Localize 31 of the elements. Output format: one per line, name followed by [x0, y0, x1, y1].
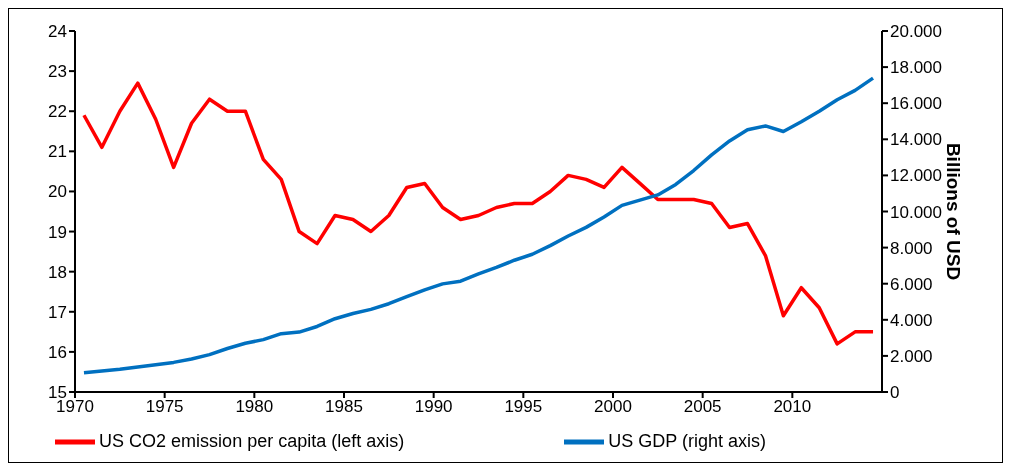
y2-tick-label: 2.000 [890, 346, 933, 366]
y-tick-label: 24 [48, 22, 67, 42]
y2-tick-label: 16.000 [890, 94, 942, 114]
x-tick-label: 2005 [683, 397, 722, 417]
y2-tick-label: 14.000 [890, 130, 942, 150]
y-tick-label: 17 [48, 302, 67, 322]
x-tick-label: 1980 [235, 397, 274, 417]
y2-tick-label: 4.000 [890, 310, 933, 330]
x-tick-label: 2010 [773, 397, 812, 417]
y2-tick-label: 20.000 [890, 22, 942, 42]
y2-axis-title: Billions of USD [943, 142, 965, 281]
y-tick-label: 16 [48, 342, 67, 362]
y-tick-label: 18 [48, 262, 67, 282]
y-tick-label: 19 [48, 222, 67, 242]
x-tick-label: 1985 [325, 397, 363, 417]
y2-tick-label: 8.000 [890, 238, 933, 258]
y2-tick-label: 12.000 [890, 166, 942, 186]
y2-tick-label: 0 [890, 383, 900, 403]
x-tick-label: 1975 [145, 397, 184, 417]
y2-tick-label: 6.000 [890, 274, 933, 294]
y-tick-label: 21 [48, 142, 67, 162]
y2-tick-label: 18.000 [890, 58, 942, 78]
y-tick-label: 20 [48, 182, 67, 202]
legend-label: US GDP (right axis) [608, 430, 766, 451]
y-tick-label: 23 [48, 62, 67, 82]
legend-label: US CO2 emission per capita (left axis) [99, 430, 405, 451]
x-tick-label: 1990 [414, 397, 453, 417]
x-tick-label: 2000 [594, 397, 632, 417]
x-tick-label: 1995 [504, 397, 543, 417]
y2-tick-label: 10.000 [890, 202, 942, 222]
y-tick-label: 22 [48, 102, 67, 122]
